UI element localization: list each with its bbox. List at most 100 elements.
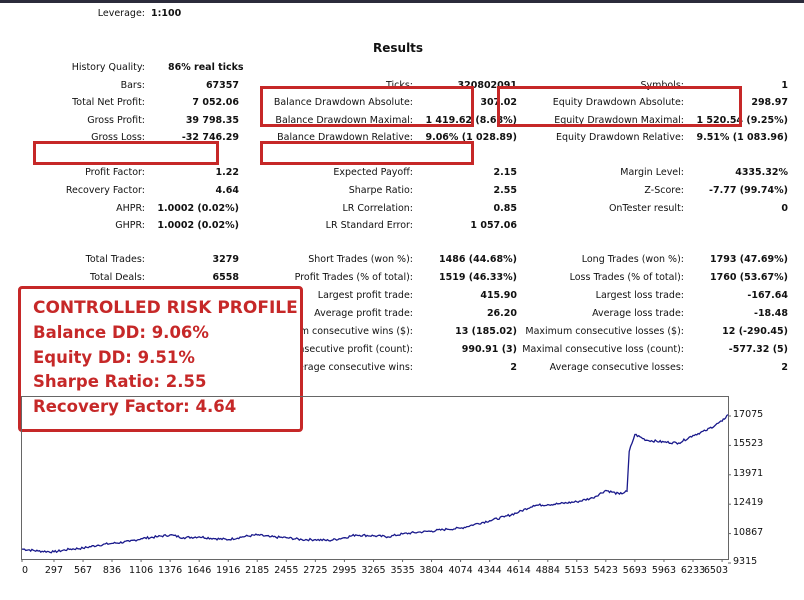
- short-trades-value: 1486 (44.68%): [439, 254, 517, 265]
- callout-title: CONTROLLED RISK PROFILE: [33, 298, 298, 318]
- max-consecutive-losses-label: Maximum consecutive losses ($):: [525, 326, 684, 337]
- x-tick-label: 2455: [274, 565, 299, 576]
- x-tick-label: 4074: [448, 565, 473, 576]
- ticks-label: Ticks:: [385, 80, 413, 91]
- z-score-value: -7.77 (99.74%): [709, 185, 788, 196]
- balance-dd-relative-value: 9.06% (1 028.89): [425, 132, 517, 143]
- x-tick-label: 1916: [216, 565, 241, 576]
- total-deals-label: Total Deals:: [90, 272, 145, 283]
- largest-profit-trade-label: Largest profit trade:: [317, 290, 413, 301]
- history-quality-value: 86% real ticks: [168, 62, 244, 73]
- expected-payoff-label: Expected Payoff:: [333, 167, 413, 178]
- gross-profit-label: Gross Profit:: [87, 115, 145, 126]
- x-tick-label: 6503: [703, 565, 728, 576]
- total-net-profit-value: 7 052.06: [192, 97, 239, 108]
- long-trades-value: 1793 (47.69%): [710, 254, 788, 265]
- profit-factor-label: Profit Factor:: [85, 167, 145, 178]
- x-tick-label: 4614: [506, 565, 531, 576]
- margin-level-label: Margin Level:: [620, 167, 684, 178]
- average-profit-trade-label: Average profit trade:: [314, 308, 413, 319]
- average-loss-trade-value: -18.48: [754, 308, 788, 319]
- ahpr-value: 1.0002 (0.02%): [157, 203, 239, 214]
- gross-profit-value: 39 798.35: [185, 115, 239, 126]
- callout-line: Balance DD: 9.06%: [33, 323, 209, 342]
- z-score-label: Z-Score:: [644, 185, 684, 196]
- x-tick-label: 4884: [535, 565, 560, 576]
- y-tick-label: 9315: [733, 556, 758, 567]
- y-tick-label: 13971: [733, 467, 764, 479]
- total-deals-value: 6558: [212, 272, 239, 283]
- equity-dd-maximal-value: 1 520.54 (9.25%): [696, 115, 788, 126]
- x-tick-label: 1646: [187, 565, 212, 576]
- equity-dd-absolute-value: 298.97: [751, 97, 788, 108]
- profit-trades-label: Profit Trades (% of total):: [294, 272, 413, 283]
- equity-dd-absolute-label: Equity Drawdown Absolute:: [552, 97, 684, 108]
- balance-dd-relative-label: Balance Drawdown Relative:: [277, 132, 413, 143]
- history-quality-label: History Quality:: [71, 62, 145, 73]
- x-tick-label: 6233: [680, 565, 706, 576]
- largest-loss-trade-value: -167.64: [747, 290, 788, 301]
- equity-dd-relative-label: Equity Drawdown Relative:: [555, 132, 684, 143]
- loss-trades-label: Loss Trades (% of total):: [569, 272, 684, 283]
- average-consecutive-losses-label: Average consecutive losses:: [549, 362, 684, 373]
- x-tick-label: 1106: [128, 565, 154, 576]
- loss-trades-value: 1760 (53.67%): [710, 272, 788, 283]
- total-trades-value: 3279: [212, 254, 239, 265]
- max-consecutive-wins-label: um consecutive wins ($):: [293, 326, 413, 337]
- bars-label: Bars:: [120, 80, 145, 91]
- average-consecutive-wins-value: 2: [510, 362, 517, 373]
- x-tick-label: 836: [102, 565, 122, 576]
- risk-profile-callout: CONTROLLED RISK PROFILE Balance DD: 9.06…: [18, 286, 303, 432]
- lr-standard-error-value: 1 057.06: [470, 220, 517, 231]
- max-consecutive-wins-value: 13 (185.02): [455, 326, 517, 337]
- largest-loss-trade-label: Largest loss trade:: [595, 290, 684, 301]
- equity-dd-maximal-label: Equity Drawdown Maximal:: [554, 115, 684, 126]
- balance-line: [21, 414, 729, 554]
- x-tick-label: 1376: [158, 565, 183, 576]
- x-tick-label: 2725: [303, 565, 328, 576]
- gross-loss-label: Gross Loss:: [91, 132, 145, 143]
- x-tick-label: 5963: [651, 565, 677, 576]
- ghpr-value: 1.0002 (0.02%): [157, 220, 239, 231]
- expected-payoff-value: 2.15: [493, 167, 517, 178]
- x-tick-label: 4344: [477, 565, 502, 576]
- ontester-result-value: 0: [781, 203, 788, 214]
- long-trades-label: Long Trades (won %):: [581, 254, 684, 265]
- recovery-factor-label: Recovery Factor:: [65, 185, 145, 196]
- top-window-bar: [0, 0, 804, 3]
- gross-loss-highlight-box: [33, 141, 219, 165]
- max-consecutive-losses-value: 12 (-290.45): [722, 326, 788, 337]
- largest-profit-trade-value: 415.90: [480, 290, 517, 301]
- y-tick-label: 17075: [733, 409, 764, 420]
- lr-correlation-label: LR Correlation:: [342, 203, 414, 214]
- maximal-consecutive-profit-value: 990.91 (3): [461, 344, 517, 355]
- x-tick-label: 3804: [419, 565, 444, 576]
- total-net-profit-label: Total Net Profit:: [72, 97, 145, 108]
- profit-factor-value: 1.22: [215, 167, 239, 178]
- maximal-consecutive-loss-label: Maximal consecutive loss (count):: [522, 344, 684, 355]
- balance-chart-frame: [21, 396, 729, 560]
- y-tick-label: 12419: [733, 497, 764, 509]
- average-consecutive-wins-label: verage consecutive wins:: [292, 362, 413, 373]
- maximal-consecutive-profit-label: onsecutive profit (count):: [292, 344, 413, 355]
- x-tick-label: 297: [44, 565, 64, 576]
- equity-dd-relative-value: 9.51% (1 083.96): [696, 132, 788, 143]
- x-tick-label: 3535: [390, 565, 415, 576]
- results-title: Results: [373, 41, 424, 55]
- balance-dd-highlight-box: [260, 86, 474, 127]
- x-tick-label: 5423: [593, 565, 618, 576]
- x-tick-label: 5153: [564, 565, 589, 576]
- symbols-value: 1: [781, 80, 788, 91]
- x-tick-label: 2185: [245, 565, 270, 576]
- y-tick-label: 10867: [733, 526, 764, 538]
- lr-correlation-value: 0.85: [493, 203, 517, 214]
- callout-line: Recovery Factor: 4.64: [33, 396, 237, 416]
- x-tick-label: 0: [22, 565, 29, 576]
- balance-dd-maximal-label: Balance Drawdown Maximal:: [275, 115, 413, 126]
- average-loss-trade-label: Average loss trade:: [592, 308, 684, 319]
- gross-loss-value: -32 746.29: [181, 132, 239, 143]
- equity-dd-highlight-box: [497, 86, 742, 127]
- x-tick-label: 5693: [622, 565, 647, 576]
- average-consecutive-losses-value: 2: [781, 362, 788, 373]
